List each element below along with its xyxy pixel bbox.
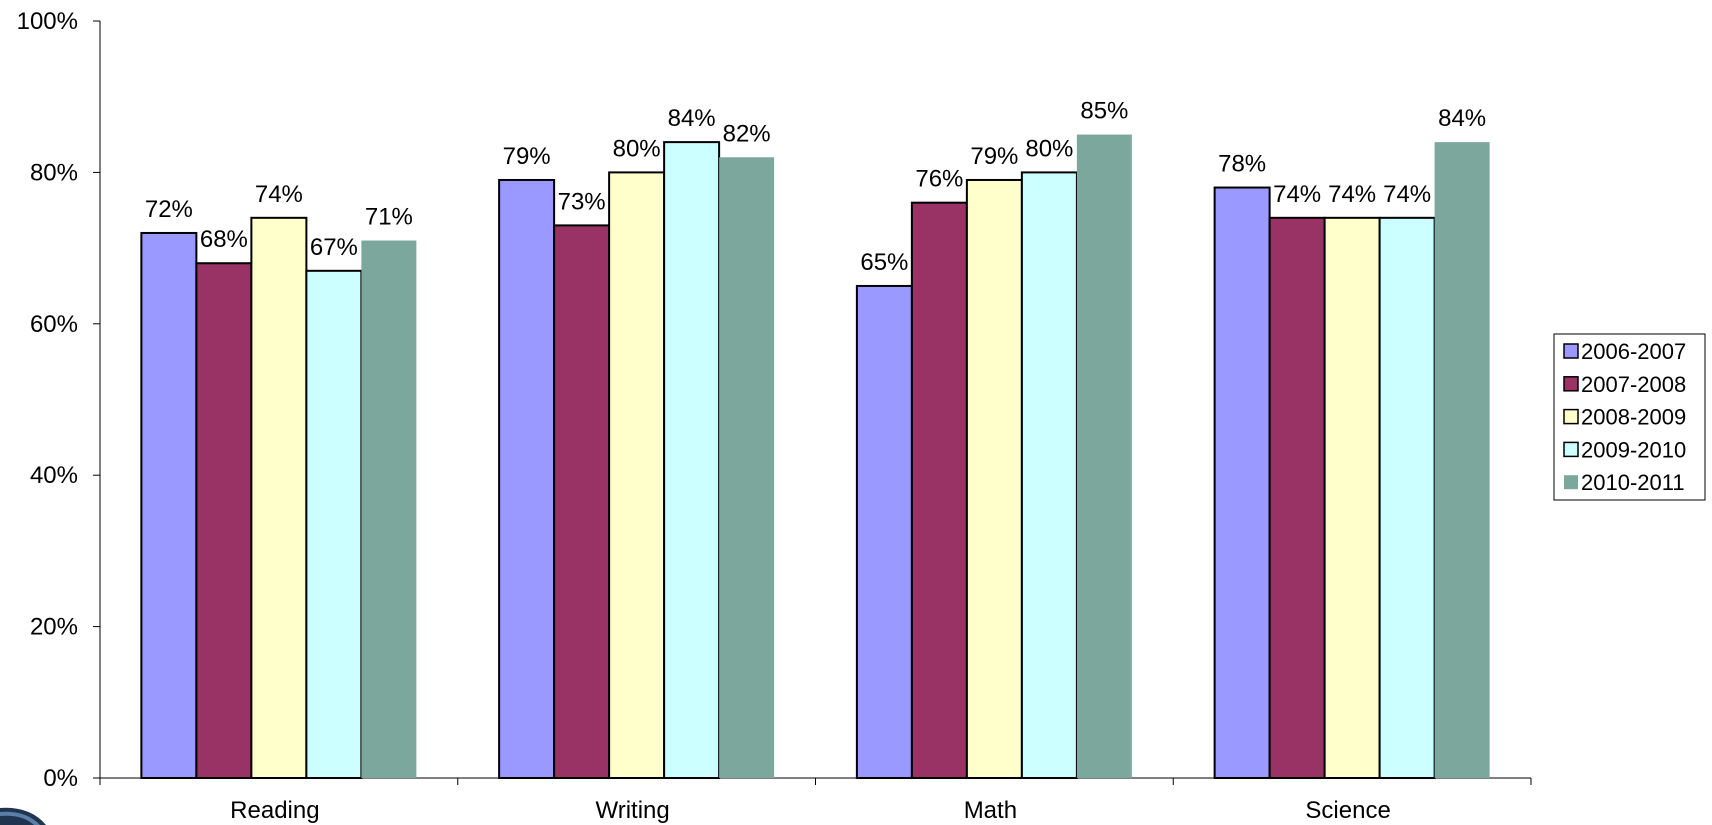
data-label: 74% (1273, 181, 1321, 208)
chart-data-labels: 72% 79% 65% 78% 68% 73% 76% 74% 74% 80% 79% 74% 67% 8… (145, 98, 1486, 276)
bar (1076, 134, 1132, 779)
data-label: 74% (255, 181, 303, 208)
data-label: 79% (503, 143, 551, 170)
data-label: 74% (1328, 181, 1376, 208)
bar (663, 141, 721, 779)
data-label: 74% (1383, 181, 1431, 208)
legend-swatch (1563, 441, 1579, 458)
legend-label: 2007-2008 (1581, 372, 1686, 397)
bar (855, 284, 913, 779)
data-label: 84% (1438, 105, 1486, 132)
legend-label: 2008-2009 (1581, 405, 1686, 430)
legend-swatch (1563, 343, 1579, 359)
chart-bars (140, 134, 1490, 780)
bar (910, 201, 968, 779)
legend-swatch (1563, 376, 1579, 392)
legend-label: 2009-2010 (1581, 437, 1686, 462)
data-label: 84% (668, 105, 716, 132)
bar (195, 262, 253, 779)
bar (361, 240, 417, 778)
legend-label: 2006-2007 (1581, 339, 1686, 364)
data-label: 72% (145, 196, 193, 223)
data-label: 79% (970, 143, 1018, 170)
bar (1434, 142, 1490, 778)
bar (1378, 216, 1436, 779)
chart-legend: 2006-2007 2007-2008 2008-2009 2009-2010 2010… (1553, 333, 1706, 501)
data-label: 76% (915, 166, 963, 193)
bar (608, 171, 666, 779)
bar (965, 178, 1023, 780)
data-label: 80% (613, 135, 661, 162)
legend-swatch (1563, 408, 1579, 425)
data-label: 82% (723, 120, 771, 147)
x-category-label: Science (1305, 797, 1390, 824)
data-label: 85% (1080, 98, 1128, 125)
bar (553, 224, 611, 779)
data-label: 78% (1218, 151, 1266, 178)
data-label: 68% (200, 226, 248, 253)
bar (1268, 216, 1326, 779)
x-category-label: Reading (230, 797, 319, 824)
data-label: 67% (310, 234, 358, 261)
bar (250, 216, 308, 779)
data-label: 71% (365, 204, 413, 231)
bar (498, 178, 556, 780)
slide-corner-swoosh-highlight (0, 811, 40, 825)
y-tick-label: 80% (30, 159, 78, 186)
bar (1020, 171, 1078, 779)
y-tick-label: 20% (30, 614, 78, 641)
data-label: 65% (860, 249, 908, 276)
y-tick-label: 100% (17, 8, 78, 35)
bar (1323, 216, 1381, 779)
y-tick-label: 0% (43, 765, 78, 792)
y-tick-label: 40% (30, 462, 78, 489)
chart-axes: 0% 20% 40% 60% 80% 100% Reading Writing Math Scie… (17, 8, 1532, 824)
data-label: 73% (558, 188, 606, 215)
x-category-label: Writing (596, 797, 670, 824)
legend-swatch (1564, 475, 1578, 490)
bar (140, 231, 198, 779)
bar (1213, 186, 1271, 780)
bar (719, 157, 775, 778)
x-category-label: Math (964, 797, 1017, 824)
bar (305, 269, 363, 779)
legend-label: 2010-2011 (1581, 470, 1685, 495)
data-label: 80% (1025, 135, 1073, 162)
legend-box (1553, 333, 1706, 501)
y-tick-label: 60% (30, 311, 78, 338)
